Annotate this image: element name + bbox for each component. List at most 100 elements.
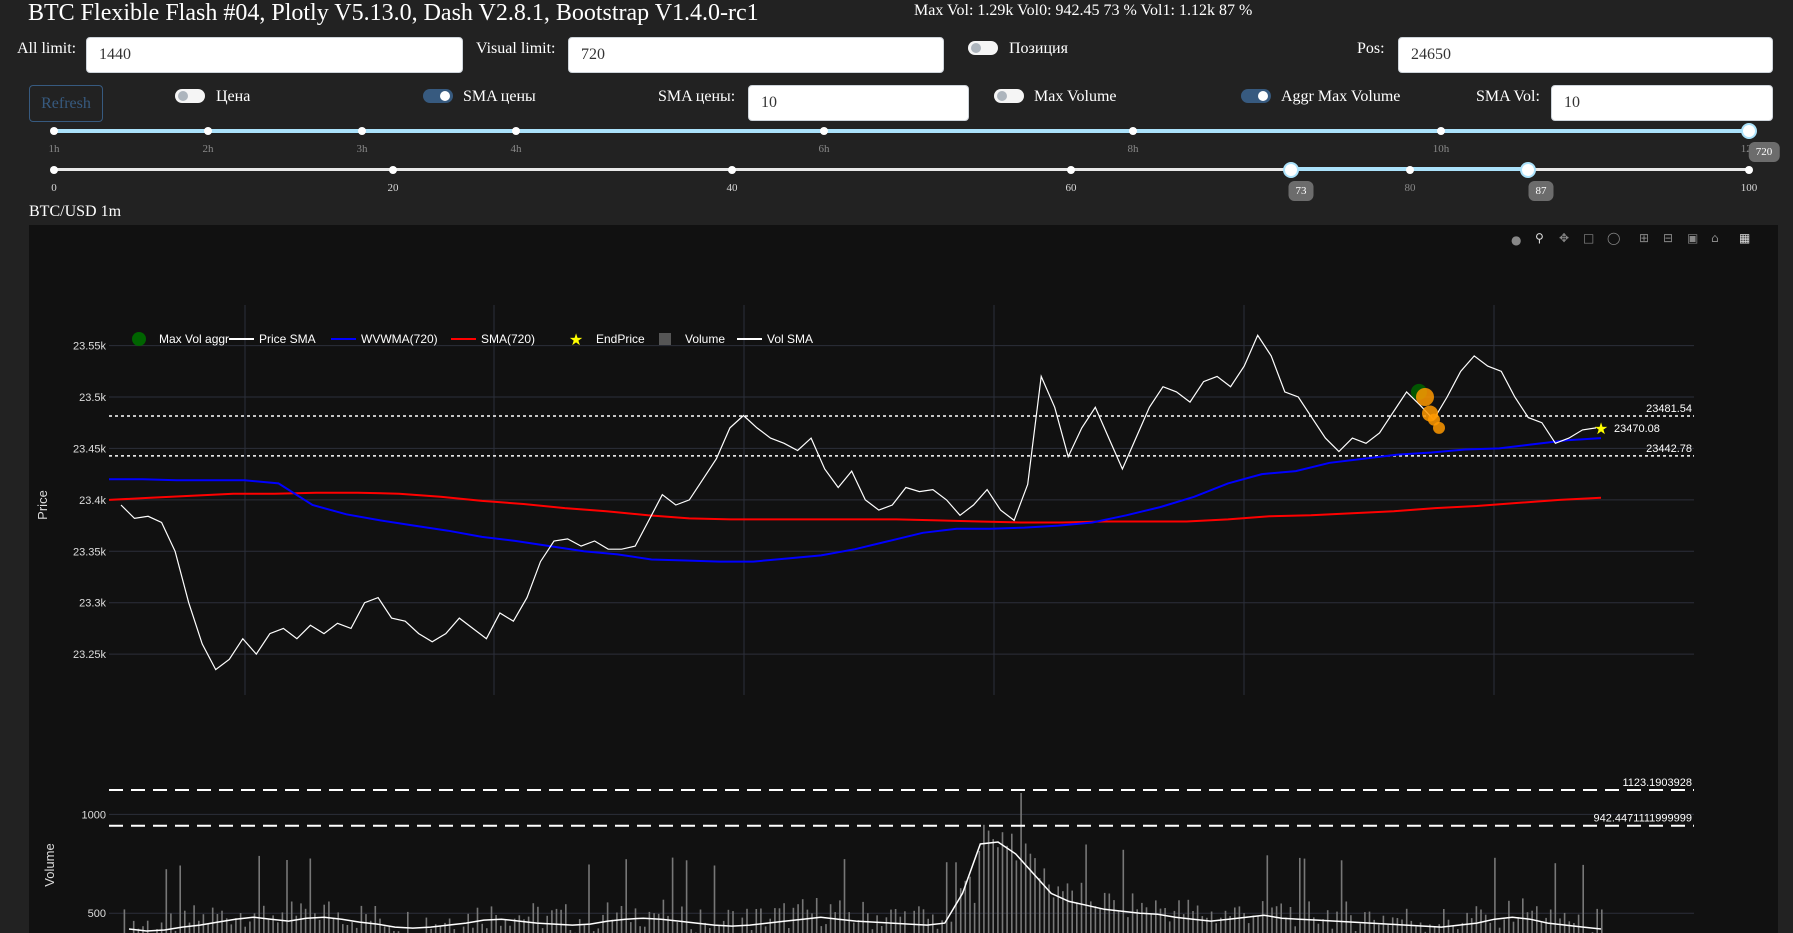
- time-slider-dot[interactable]: [50, 127, 58, 135]
- volume-bar: [778, 908, 781, 933]
- range-slider-high-handle[interactable]: [1520, 162, 1536, 178]
- price-tick-label: 23.3k: [79, 598, 106, 610]
- refresh-button[interactable]: Refresh: [29, 85, 103, 122]
- volume-bar: [811, 913, 813, 933]
- sma-price-toggle[interactable]: [423, 89, 453, 103]
- sma-price-input[interactable]: 10: [748, 85, 969, 121]
- volume-bar: [1206, 917, 1208, 933]
- volume-bar: [1238, 906, 1241, 933]
- price-toggle-label: Цена: [216, 88, 251, 105]
- range-slider-dot[interactable]: [728, 166, 736, 174]
- lasso-icon[interactable]: ◯: [1607, 231, 1621, 245]
- volume-bar: [444, 922, 446, 933]
- volume-bar: [1429, 924, 1431, 933]
- range-slider-track[interactable]: [54, 168, 1749, 171]
- volume-bar: [867, 913, 869, 933]
- volume-bar: [843, 859, 846, 933]
- volume-bar: [801, 899, 804, 933]
- volume-bar: [1275, 906, 1278, 933]
- volume-bar: [1071, 890, 1073, 933]
- volume-bar: [462, 926, 465, 933]
- time-slider-dot[interactable]: [1437, 127, 1445, 135]
- volume-bar: [1489, 922, 1492, 933]
- volume-bar: [890, 909, 892, 933]
- pos-input[interactable]: 24650: [1398, 37, 1773, 73]
- zoom-out-icon[interactable]: ⊟: [1663, 231, 1674, 245]
- volume-bar: [722, 920, 725, 933]
- price-tick-label: 23.25k: [73, 649, 107, 661]
- volume-bar: [1043, 868, 1046, 933]
- volume-bar: [235, 918, 237, 933]
- max-volume-toggle[interactable]: [994, 89, 1024, 103]
- volume-bar: [904, 911, 906, 933]
- time-slider-dot[interactable]: [358, 127, 366, 135]
- time-slider-dot[interactable]: [820, 127, 828, 135]
- plotly-logo-icon[interactable]: ▦: [1739, 231, 1751, 245]
- volume-bar: [290, 901, 293, 933]
- volume-bar: [685, 860, 688, 933]
- range-slider-low-handle[interactable]: [1283, 162, 1299, 178]
- time-slider-dot[interactable]: [512, 127, 520, 135]
- price-toggle[interactable]: [175, 89, 205, 103]
- volume-bar: [583, 925, 586, 933]
- volume-bar: [862, 901, 864, 933]
- aggr-max-volume-toggle[interactable]: [1241, 89, 1271, 103]
- volume-bar: [1317, 923, 1320, 933]
- volume-bar: [987, 830, 990, 933]
- range-slider-dot[interactable]: [1406, 166, 1414, 174]
- range-slider-dot[interactable]: [1067, 166, 1075, 174]
- volume-bar: [1224, 910, 1227, 933]
- volume-bar: [263, 905, 265, 933]
- volume-bar: [1410, 920, 1413, 933]
- volume-bar: [1419, 922, 1422, 933]
- time-slider-dot[interactable]: [1129, 127, 1137, 135]
- autoscale-icon[interactable]: ▣: [1687, 231, 1699, 245]
- time-slider-dot[interactable]: [204, 127, 212, 135]
- position-label: Позиция: [1009, 40, 1068, 57]
- position-toggle[interactable]: [968, 41, 998, 55]
- volume-bar: [1090, 901, 1092, 933]
- reset-axes-icon[interactable]: ⌂: [1711, 231, 1719, 245]
- time-slider-track[interactable]: [54, 129, 1749, 133]
- volume-bar: [1484, 914, 1487, 933]
- range-high-tooltip: 87: [1528, 181, 1554, 201]
- volume-bar: [1024, 843, 1027, 933]
- box-select-icon[interactable]: □: [1583, 231, 1595, 245]
- volume-bar: [337, 912, 339, 933]
- volume-bar: [569, 930, 572, 933]
- volume-bar: [1340, 860, 1343, 933]
- volume-bar: [1178, 900, 1180, 933]
- pan-icon[interactable]: ✥: [1559, 231, 1570, 245]
- volume-bar: [1326, 910, 1329, 933]
- volume-hline-label: 1123.1903928: [1622, 777, 1692, 789]
- volume-bar: [1168, 921, 1171, 933]
- volume-bar: [1011, 833, 1013, 933]
- chart-area: ● ⚲ ✥ □ ◯ ⊞ ⊟ ▣ ⌂ ▦ 23.55k 23.5k 23.45k 23.…: [29, 225, 1778, 933]
- volume-bar: [244, 926, 246, 933]
- volume-bar: [1373, 919, 1375, 933]
- volume-bar: [184, 910, 186, 933]
- time-slider-handle[interactable]: [1741, 123, 1757, 139]
- range-slider-dot[interactable]: [389, 166, 397, 174]
- range-slider-dot[interactable]: [1745, 166, 1753, 174]
- volume-bar: [1350, 915, 1352, 933]
- volume-bar: [644, 926, 646, 933]
- zoom-icon[interactable]: ⚲: [1535, 231, 1544, 245]
- all-limit-input[interactable]: 1440: [86, 37, 463, 73]
- volume-bar: [955, 862, 957, 933]
- sma-vol-input[interactable]: 10: [1551, 85, 1773, 121]
- visual-limit-input[interactable]: 720: [568, 37, 944, 73]
- legend-label: Price SMA: [259, 332, 316, 346]
- price-axis-label: Price: [35, 490, 50, 520]
- volume-bar: [532, 903, 535, 933]
- volume-bar: [1526, 912, 1529, 933]
- volume-bar: [300, 903, 302, 933]
- price-tick-label: 23.4k: [79, 495, 106, 507]
- volume-bar: [913, 910, 915, 933]
- volume-bar: [1470, 918, 1473, 933]
- volume-bar: [1052, 897, 1055, 933]
- camera-icon[interactable]: ●: [1511, 233, 1522, 247]
- range-slider-dot[interactable]: [50, 166, 58, 174]
- toggle-knob: [1258, 91, 1268, 101]
- zoom-in-icon[interactable]: ⊞: [1639, 231, 1650, 245]
